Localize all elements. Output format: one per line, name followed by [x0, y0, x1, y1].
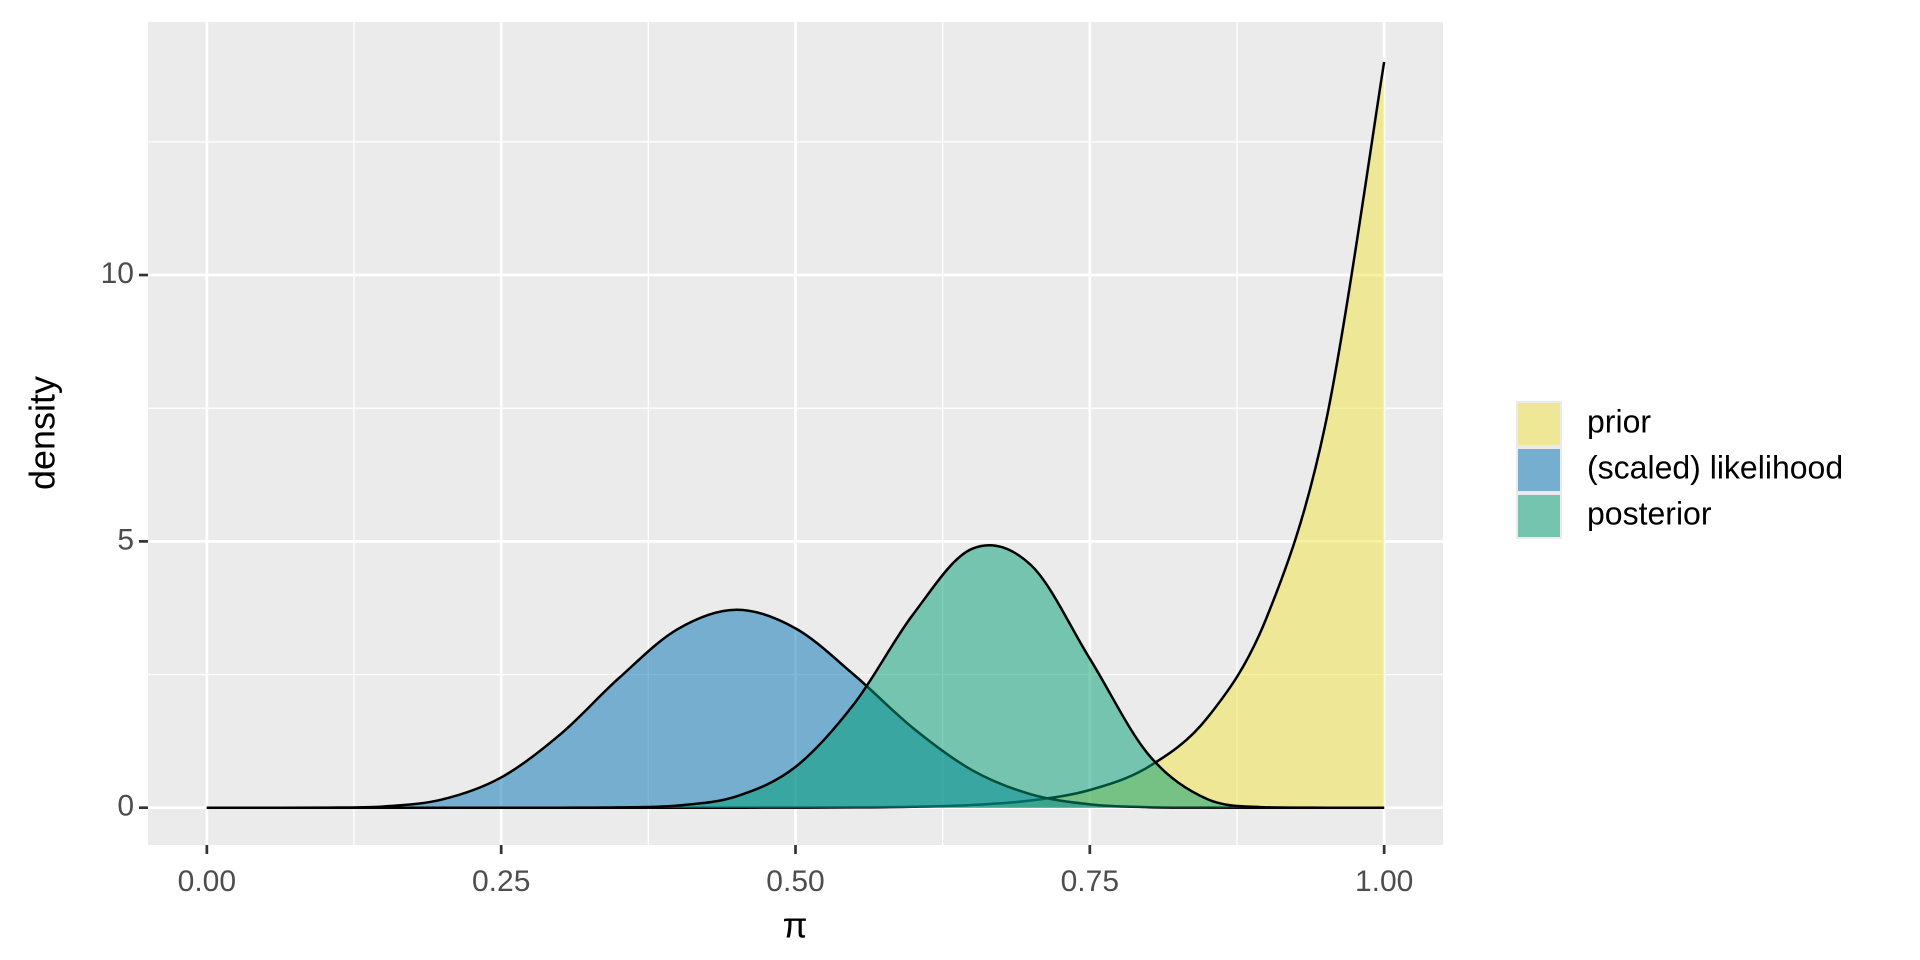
legend-label: posterior: [1587, 495, 1712, 531]
y-tick-label: 5: [117, 523, 134, 556]
axes: 0 5 10 0.00 0.25 0.50 0.75 1.00: [101, 257, 1414, 898]
x-tick-label: 1.00: [1355, 865, 1413, 898]
x-tick-label: 0.00: [178, 865, 236, 898]
legend-key: [1518, 403, 1560, 445]
density-area: [206, 545, 1385, 808]
y-axis-title: density: [22, 376, 63, 490]
x-axis-title: π: [783, 905, 808, 946]
y-tick-label: 10: [101, 257, 134, 290]
x-tick-label: 0.25: [472, 865, 530, 898]
x-tick-label: 0.75: [1061, 865, 1119, 898]
legend-key: [1518, 495, 1560, 537]
y-tick-label: 0: [117, 790, 134, 823]
x-tick-label: 0.50: [766, 865, 824, 898]
legend-label: prior: [1587, 403, 1651, 439]
legend-label: (scaled) likelihood: [1587, 449, 1843, 485]
legend-key: [1518, 449, 1560, 491]
density-area: [206, 609, 1385, 808]
density-line: [206, 544, 1385, 809]
density-area: [206, 61, 1385, 808]
areas: [206, 61, 1386, 809]
legend: prior (scaled) likelihood posterior: [1516, 401, 1843, 539]
